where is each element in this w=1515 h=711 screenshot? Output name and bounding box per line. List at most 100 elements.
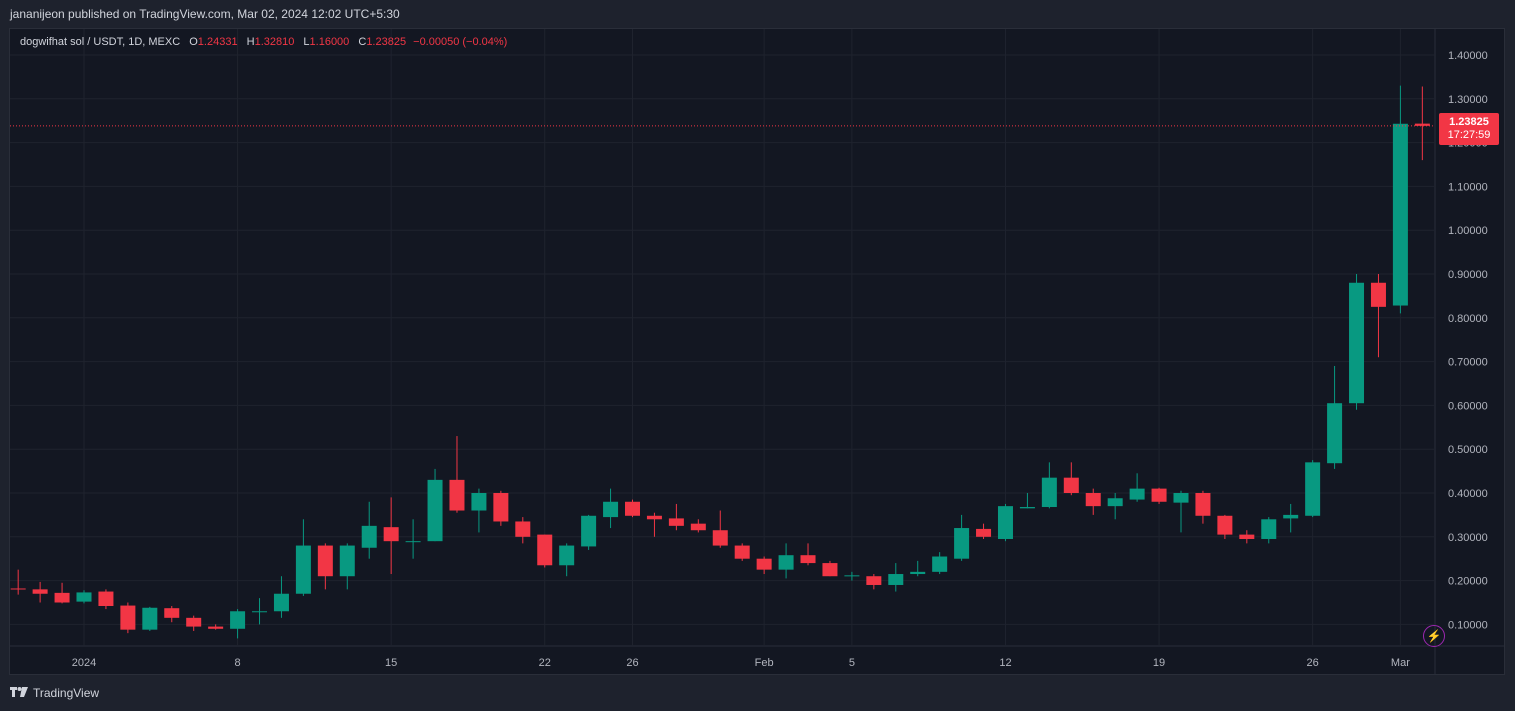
candle-body <box>164 608 180 618</box>
candle <box>1283 503 1299 533</box>
candle-body <box>997 506 1013 539</box>
price-tick-label: 0.80000 <box>1448 313 1488 325</box>
change-value: −0.00050 (−0.04%) <box>413 36 508 48</box>
published-by-line: jananijeon published on TradingView.com,… <box>10 7 400 21</box>
candle-body <box>1151 488 1167 502</box>
candle <box>954 514 970 561</box>
candle-body <box>32 589 48 594</box>
time-tick-label: 5 <box>849 657 855 669</box>
candle <box>1019 493 1035 509</box>
candle-body <box>1283 514 1299 519</box>
candle <box>208 624 224 630</box>
candle <box>1305 460 1321 518</box>
close-label: C <box>358 36 367 48</box>
lightning-icon[interactable]: ⚡ <box>1423 625 1445 647</box>
candle-body <box>230 611 246 629</box>
high-value: 1.32810 <box>254 36 295 48</box>
candle-body <box>581 515 597 547</box>
candle-body <box>1392 123 1408 306</box>
time-tick-label: 12 <box>999 657 1011 669</box>
candle-body <box>1305 462 1321 516</box>
tradingview-brand-text: TradingView <box>33 686 100 700</box>
candle <box>625 499 640 518</box>
candle <box>1370 274 1386 358</box>
candle <box>1107 493 1123 520</box>
candle-body <box>1261 519 1277 539</box>
candle <box>690 519 706 533</box>
candle <box>471 488 487 533</box>
candle <box>317 543 333 590</box>
candle <box>844 571 860 581</box>
time-tick-label: 8 <box>235 657 241 669</box>
candle <box>252 598 268 625</box>
candle <box>164 606 180 623</box>
candle-body <box>1129 488 1145 500</box>
tradingview-logo-icon <box>10 686 28 700</box>
low-value: 1.16000 <box>309 36 350 48</box>
chart-pane[interactable]: 0.10000 0.20000 0.30000 0.40000 0.50000 0.600… <box>9 28 1505 675</box>
candle <box>1151 487 1167 504</box>
candle-body <box>405 541 421 543</box>
candle-body <box>1041 477 1057 508</box>
candle <box>449 436 465 513</box>
candle-body <box>142 607 158 630</box>
footer-brand[interactable]: TradingView <box>10 686 99 700</box>
time-tick-label: 2024 <box>72 657 96 669</box>
bar-countdown: 17:27:59 <box>1447 129 1491 141</box>
candle <box>1085 488 1101 515</box>
candle-body <box>756 558 772 570</box>
price-tick-label: 0.20000 <box>1448 576 1488 588</box>
candle <box>1261 517 1277 544</box>
candle-body <box>1217 515 1233 535</box>
candle <box>1173 490 1189 533</box>
candle-body <box>1085 493 1101 507</box>
candle <box>822 560 838 577</box>
time-tick-label: Mar <box>1391 657 1410 669</box>
candle <box>997 503 1013 542</box>
candle-body <box>186 617 202 627</box>
candle <box>537 534 553 568</box>
candle-body <box>54 592 70 603</box>
candle <box>581 514 597 550</box>
candle <box>646 512 662 537</box>
candle <box>230 609 246 639</box>
candle <box>186 615 202 631</box>
candle-body <box>208 626 224 629</box>
open-value: 1.24331 <box>197 36 238 48</box>
close-value: 1.23825 <box>366 36 407 48</box>
candle <box>1041 462 1057 509</box>
open-label: O <box>189 36 198 48</box>
price-tick-label: 0.70000 <box>1448 357 1488 369</box>
candle <box>932 552 948 575</box>
price-tick-label: 0.60000 <box>1448 400 1488 412</box>
price-tick-label: 1.10000 <box>1448 181 1488 193</box>
candle-body <box>690 523 706 531</box>
candle-body <box>317 545 333 577</box>
symbol-legend[interactable]: dogwifhat sol / USDT, 1D, MEXC O1.24331 … <box>20 36 507 48</box>
candle-body <box>954 528 970 559</box>
candle-body <box>449 479 465 511</box>
candle-body <box>10 588 26 590</box>
candle-body <box>888 574 904 585</box>
candle <box>800 543 816 566</box>
time-tick-label: 15 <box>385 657 397 669</box>
candle <box>1063 462 1079 496</box>
price-axis[interactable]: 0.10000 0.20000 0.30000 0.40000 0.50000 0.600… <box>1448 50 1488 631</box>
candle <box>1327 365 1343 469</box>
price-tick-label: 0.90000 <box>1448 269 1488 281</box>
candle-body <box>1063 477 1079 493</box>
candle <box>142 606 158 631</box>
candle <box>1195 490 1211 524</box>
candles <box>10 85 1430 639</box>
candle-body <box>712 530 728 546</box>
candle <box>778 543 794 579</box>
candle-body <box>515 521 531 537</box>
candle <box>559 543 575 577</box>
time-tick-label: 26 <box>626 657 638 669</box>
candle <box>405 519 421 559</box>
candlestick-chart[interactable]: 0.10000 0.20000 0.30000 0.40000 0.50000 0.600… <box>10 29 1504 674</box>
candle-body <box>932 556 948 572</box>
candle-body <box>603 501 619 518</box>
candle <box>54 582 70 604</box>
time-axis[interactable]: 2024 8 15 22 26 Feb 5 12 19 26 Mar <box>72 657 1410 669</box>
